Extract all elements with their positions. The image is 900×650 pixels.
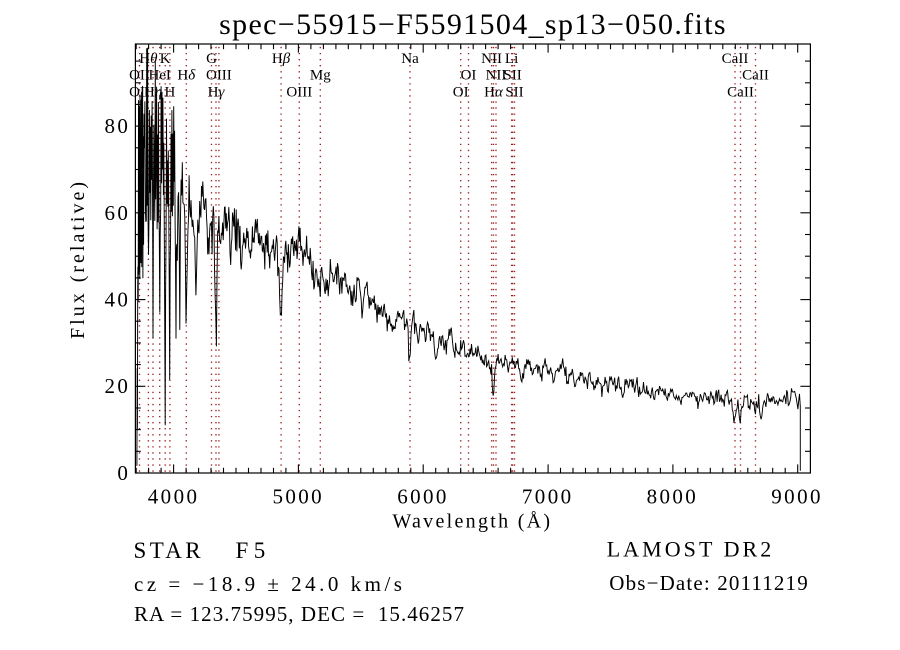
svg-text:H: H xyxy=(164,85,175,101)
svg-text:STAR: STAR xyxy=(134,538,205,563)
svg-text:0: 0 xyxy=(117,461,130,485)
svg-text:LAMOST DR2: LAMOST DR2 xyxy=(607,537,775,562)
svg-text:4000: 4000 xyxy=(148,485,200,509)
svg-text:Li: Li xyxy=(505,51,518,67)
svg-text:9000: 9000 xyxy=(771,485,823,509)
svg-text:F5: F5 xyxy=(236,538,271,563)
svg-text:Hδ: Hδ xyxy=(177,67,196,83)
svg-text:Wavelength (Å): Wavelength (Å) xyxy=(392,511,552,533)
svg-text:CaII: CaII xyxy=(722,51,749,67)
svg-text:Obs−Date: 20111219: Obs−Date: 20111219 xyxy=(609,571,809,595)
svg-text:5000: 5000 xyxy=(272,485,324,509)
svg-text:CaII: CaII xyxy=(742,67,769,83)
svg-text:40: 40 xyxy=(104,288,130,312)
svg-text:7000: 7000 xyxy=(522,485,574,509)
svg-text:Hη: Hη xyxy=(144,85,162,101)
svg-text:60: 60 xyxy=(104,201,130,225)
svg-text:OII: OII xyxy=(129,85,150,101)
svg-text:OII: OII xyxy=(129,67,150,83)
svg-text:K: K xyxy=(160,51,171,67)
svg-text:SII: SII xyxy=(505,85,523,101)
svg-text:CaII: CaII xyxy=(727,85,754,101)
svg-text:G: G xyxy=(206,51,217,67)
svg-text:Hα: Hα xyxy=(484,85,504,101)
svg-text:6000: 6000 xyxy=(397,485,449,509)
svg-text:Na: Na xyxy=(401,51,419,67)
svg-text:spec−55915−F5591504_sp13−050.f: spec−55915−F5591504_sp13−050.fits xyxy=(219,8,727,41)
svg-text:cz = −18.9 ± 24.0 km/s: cz = −18.9 ± 24.0 km/s xyxy=(134,572,405,596)
svg-text:RA = 123.75995, DEC = 15.4625: RA = 123.75995, DEC = 15.46257 xyxy=(134,602,465,626)
svg-text:Mg: Mg xyxy=(310,67,331,83)
svg-text:80: 80 xyxy=(104,114,130,138)
svg-text:OI: OI xyxy=(461,67,477,83)
svg-text:NII: NII xyxy=(486,67,507,83)
svg-text:OIII: OIII xyxy=(286,85,312,101)
svg-text:Hβ: Hβ xyxy=(272,51,291,67)
svg-text:OI: OI xyxy=(453,85,469,101)
svg-text:SII: SII xyxy=(503,67,521,83)
svg-text:Hθ: Hθ xyxy=(139,51,158,67)
svg-text:OIII: OIII xyxy=(206,67,232,83)
svg-text:8000: 8000 xyxy=(647,485,699,509)
svg-text:NII: NII xyxy=(481,51,502,67)
svg-text:Flux (relative): Flux (relative) xyxy=(67,179,89,339)
svg-text:20: 20 xyxy=(104,374,130,398)
svg-text:HeI: HeI xyxy=(148,67,171,83)
svg-text:Hγ: Hγ xyxy=(208,85,226,101)
